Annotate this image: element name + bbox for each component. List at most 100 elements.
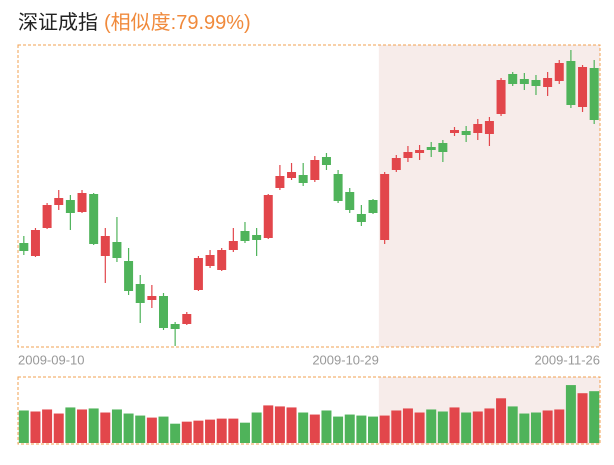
candle-body — [240, 231, 250, 241]
chart-title-group: 深证成指 (相似度:79.99%) — [18, 11, 251, 34]
candle-body — [508, 74, 518, 84]
volume-bar — [18, 410, 29, 443]
x-tick-label: 2009-11-26 — [534, 352, 600, 367]
volume-bar — [542, 410, 553, 443]
candle-body — [124, 261, 134, 291]
candle-body — [531, 80, 541, 86]
candle-body — [391, 158, 401, 170]
candle-body — [112, 242, 122, 258]
candle-body — [205, 255, 215, 266]
volume-bar — [402, 408, 413, 443]
candle-body — [554, 63, 564, 81]
volume-bar — [181, 421, 192, 443]
volume-bar — [193, 420, 204, 443]
volume-bar — [100, 412, 111, 443]
volume-bar — [530, 412, 541, 443]
candle-body — [263, 195, 273, 238]
candle-body — [450, 130, 459, 133]
candle-body — [54, 198, 64, 205]
candle-body — [182, 314, 192, 324]
candle-body — [77, 193, 87, 212]
chart-title: 深证成指 — [18, 11, 98, 34]
volume-bar — [356, 415, 367, 443]
volume-bar — [228, 418, 239, 443]
volume-bar — [565, 385, 576, 443]
volume-bar — [53, 413, 64, 443]
volume-bar — [519, 413, 530, 443]
volume-bar — [426, 409, 437, 443]
volume-bar — [461, 412, 472, 443]
similarity: (相似度:79.99%) — [104, 11, 251, 34]
candle-body — [310, 160, 320, 180]
volume-bar — [344, 414, 355, 443]
volume-bar — [274, 406, 285, 443]
volume-bar — [77, 409, 88, 443]
candle-body — [415, 150, 425, 153]
candle-body — [147, 296, 157, 300]
candle-body — [287, 172, 297, 178]
candle-body — [333, 174, 343, 201]
volume-bar — [449, 407, 460, 443]
volume-bar — [484, 408, 495, 443]
candle-body — [217, 250, 227, 270]
volume-bar — [216, 418, 227, 443]
candle-body — [65, 200, 75, 213]
volume-bar — [472, 411, 483, 443]
volume-bar — [146, 417, 157, 443]
candle-body — [252, 235, 262, 240]
candle-body — [135, 284, 145, 303]
volume-bar — [170, 423, 181, 443]
volume-bar — [30, 411, 41, 443]
volume-bar — [65, 407, 76, 443]
candle-body — [438, 143, 448, 152]
forecast-shade — [378, 45, 600, 347]
candle-body — [578, 67, 588, 107]
candle-body — [30, 230, 40, 256]
candle-body — [170, 324, 180, 329]
volume-bar — [135, 415, 146, 443]
volume-bar — [88, 408, 99, 443]
volume-bar — [111, 409, 122, 443]
volume-bar — [437, 411, 448, 443]
volume-bar — [333, 416, 344, 443]
candle-body — [345, 192, 355, 210]
candle-body — [473, 124, 483, 133]
candle-body — [566, 61, 576, 105]
volume-bar — [123, 413, 134, 443]
volume-bar — [496, 398, 507, 443]
candle-body — [321, 157, 331, 165]
volume-bar — [309, 414, 320, 443]
candle-body — [543, 78, 553, 87]
volume-bar — [263, 405, 274, 443]
volume-bar — [554, 409, 565, 443]
candle-body — [228, 241, 238, 250]
volume-bar — [298, 412, 309, 443]
candle-body — [193, 258, 203, 290]
candle-body — [519, 79, 529, 84]
candle-body — [89, 194, 99, 244]
price-frame — [17, 44, 601, 348]
volume-bar — [251, 412, 262, 443]
candle-body — [275, 176, 285, 188]
volume-bar — [205, 419, 216, 443]
volume-bar — [286, 407, 297, 443]
volume-bar — [507, 406, 518, 443]
candle-body — [356, 214, 366, 222]
volume-bar — [379, 415, 390, 443]
x-tick-label: 2009-10-29 — [312, 352, 379, 367]
candle-body — [42, 205, 52, 228]
candle-body — [368, 200, 378, 213]
candle-body — [159, 296, 168, 328]
volume-bar — [577, 393, 588, 443]
candle-body — [461, 131, 471, 135]
volume-bar — [391, 410, 402, 443]
candle-body — [19, 243, 29, 251]
candle-body — [496, 80, 506, 114]
x-tick-label: 2009-09-10 — [18, 352, 85, 367]
volume-bar — [368, 416, 379, 443]
candle-body — [484, 121, 494, 134]
candle-body — [100, 236, 110, 256]
candle-body — [380, 174, 390, 240]
volume-bar — [42, 409, 53, 443]
